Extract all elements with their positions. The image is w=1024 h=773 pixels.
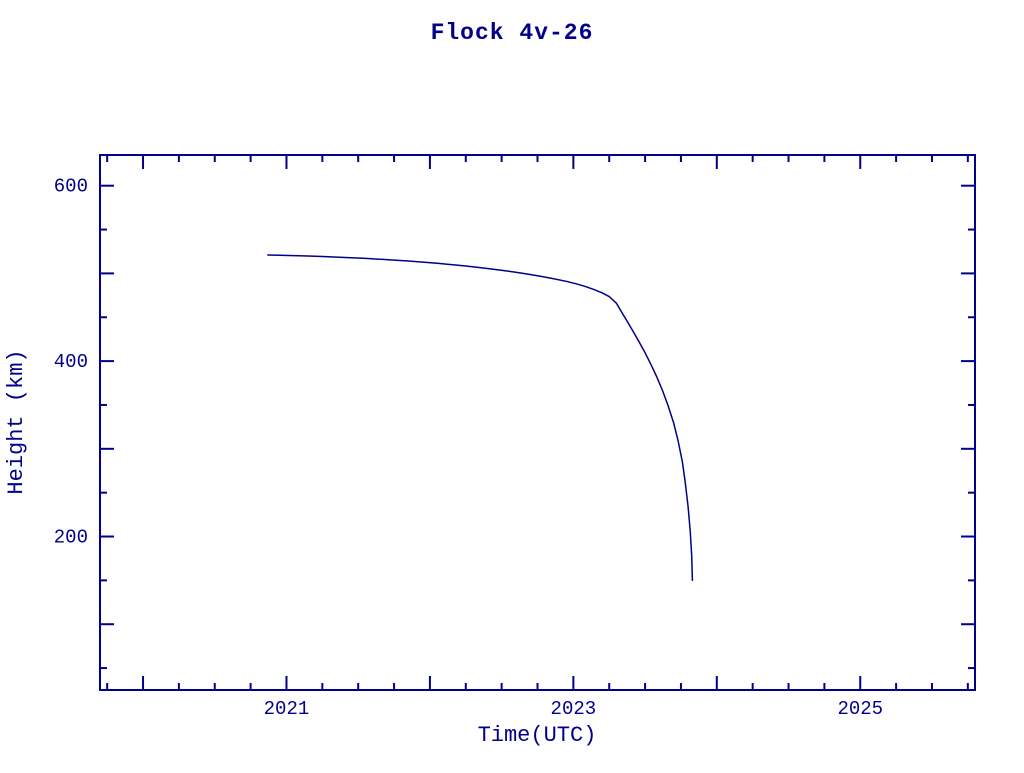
y-axis-label: Height (km) — [4, 349, 29, 494]
y-tick-label: 200 — [54, 527, 88, 549]
x-tick-label: 2023 — [551, 698, 597, 720]
x-tick-label: 2025 — [837, 698, 883, 720]
x-axis-ticks — [106, 155, 969, 690]
chart-title: Flock 4v-26 — [431, 20, 594, 46]
y-tick-label: 400 — [54, 351, 88, 373]
plot-frame — [99, 154, 976, 691]
x-axis-label: Time(UTC) — [478, 723, 597, 748]
x-axis-tick-labels: 2021 2023 2025 — [264, 698, 883, 720]
y-axis-ticks — [100, 184, 975, 670]
x-tick-label: 2021 — [264, 698, 310, 720]
y-tick-label: 600 — [54, 176, 88, 198]
height-series-line — [267, 254, 694, 582]
y-axis-tick-labels: 200 400 600 — [54, 176, 88, 549]
